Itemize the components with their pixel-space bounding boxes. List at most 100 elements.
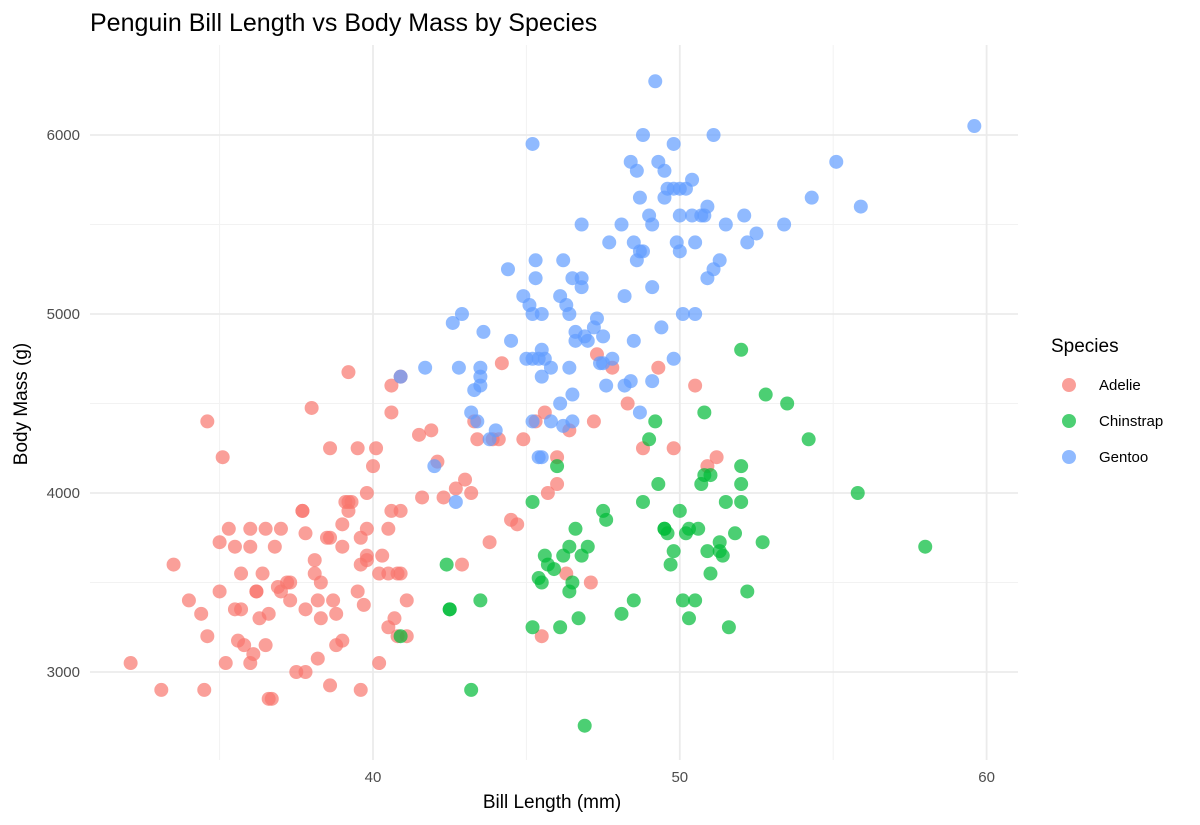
- y-tick-label: 4000: [47, 485, 80, 502]
- gentoo-point: [574, 271, 589, 286]
- adelie-point: [335, 517, 350, 532]
- x-tick-label: 50: [671, 769, 688, 786]
- gentoo-point: [706, 128, 721, 142]
- adelie-point: [283, 575, 298, 590]
- gentoo-point: [645, 374, 660, 389]
- adelie-point: [335, 539, 350, 554]
- chinstrap-point: [682, 611, 697, 626]
- chinstrap-point: [651, 477, 666, 492]
- adelie-point: [295, 503, 310, 518]
- adelie-point: [583, 575, 598, 590]
- adelie-point: [350, 441, 365, 456]
- chinstrap-point: [718, 494, 733, 509]
- chinstrap-point: [850, 486, 865, 500]
- y-axis-title: Body Mass (g): [11, 343, 32, 465]
- gentoo-point: [777, 217, 792, 232]
- adelie-point: [375, 548, 390, 563]
- chinstrap-point: [734, 459, 749, 474]
- series-chinstrap: [393, 342, 933, 733]
- adelie-point: [323, 441, 338, 456]
- gentoo-point: [614, 217, 629, 232]
- chinstrap-point: [568, 521, 583, 536]
- gentoo-point: [473, 369, 488, 384]
- chinstrap-point: [715, 548, 730, 563]
- chinstrap-point: [758, 387, 773, 402]
- adelie-point: [550, 477, 565, 492]
- adelie-point: [436, 490, 451, 505]
- chinstrap-point: [626, 593, 641, 608]
- adelie-point: [234, 602, 249, 617]
- adelie-point: [458, 472, 473, 487]
- gentoo-point: [534, 307, 549, 321]
- adelie-point: [470, 432, 485, 447]
- chinstrap-point: [571, 611, 586, 626]
- gentoo-point: [629, 163, 644, 178]
- gentoo-point: [645, 217, 660, 232]
- legend-label-gentoo: Gentoo: [1099, 449, 1148, 466]
- x-axis-ticks: 40 50 60: [365, 769, 995, 786]
- series-gentoo: [393, 74, 982, 509]
- adelie-point: [310, 593, 325, 608]
- adelie-point: [258, 638, 273, 653]
- legend-label-chinstrap: Chinstrap: [1099, 413, 1163, 430]
- chinstrap-point: [562, 539, 577, 554]
- adelie-point: [344, 494, 359, 509]
- gentoo-point: [688, 235, 703, 250]
- gentoo-point: [454, 307, 469, 321]
- x-axis-title: Bill Length (mm): [483, 792, 621, 813]
- gentoo-point: [525, 414, 540, 429]
- adelie-point: [384, 405, 399, 420]
- gentoo-point: [718, 217, 733, 232]
- adelie-point: [221, 521, 236, 536]
- chinstrap-point: [675, 593, 690, 608]
- adelie-point: [424, 423, 439, 438]
- gentoo-point: [635, 244, 650, 259]
- chinstrap-point: [697, 405, 712, 420]
- gentoo-point: [688, 307, 703, 321]
- gentoo-point: [617, 289, 632, 304]
- gentoo-point: [737, 208, 752, 223]
- y-tick-label: 5000: [47, 306, 80, 323]
- gentoo-point: [654, 320, 669, 335]
- gentoo-point: [675, 307, 690, 321]
- gentoo-point: [829, 154, 844, 169]
- chinstrap-point: [672, 503, 687, 518]
- gentoo-point: [645, 280, 660, 295]
- adelie-point: [258, 521, 273, 536]
- adelie-point: [249, 584, 264, 599]
- adelie-point: [298, 602, 313, 617]
- adelie-point: [350, 584, 365, 599]
- gentoo-point: [556, 253, 571, 268]
- gentoo-point: [528, 253, 543, 268]
- gentoo-point: [685, 172, 700, 187]
- adelie-point: [313, 611, 328, 626]
- adelie-point: [215, 450, 230, 465]
- gentoo-point: [470, 414, 485, 429]
- gentoo-point: [393, 369, 408, 384]
- legend-key-chinstrap: [1062, 414, 1076, 428]
- adelie-point: [359, 486, 374, 500]
- chinstrap-point: [525, 494, 540, 509]
- chinstrap-point: [642, 432, 657, 447]
- adelie-point: [384, 378, 399, 393]
- adelie-point: [234, 566, 249, 581]
- chinstrap-point: [553, 620, 568, 635]
- adelie-point: [200, 629, 215, 644]
- chinstrap-point: [721, 620, 736, 635]
- gentoo-point: [534, 369, 549, 384]
- data-points: [123, 74, 982, 733]
- gentoo-point: [749, 226, 764, 241]
- gentoo-point: [553, 396, 568, 411]
- gentoo-point: [605, 351, 620, 366]
- adelie-point: [464, 486, 479, 500]
- adelie-point: [194, 606, 209, 621]
- adelie-point: [313, 575, 328, 590]
- adelie-point: [381, 521, 396, 536]
- gentoo-point: [599, 378, 614, 393]
- gentoo-point: [740, 235, 755, 250]
- legend-title: Species: [1051, 336, 1119, 357]
- legend: Species Adelie Chinstrap Gentoo: [1051, 336, 1163, 466]
- chinstrap-point: [918, 539, 933, 554]
- adelie-point: [255, 566, 270, 581]
